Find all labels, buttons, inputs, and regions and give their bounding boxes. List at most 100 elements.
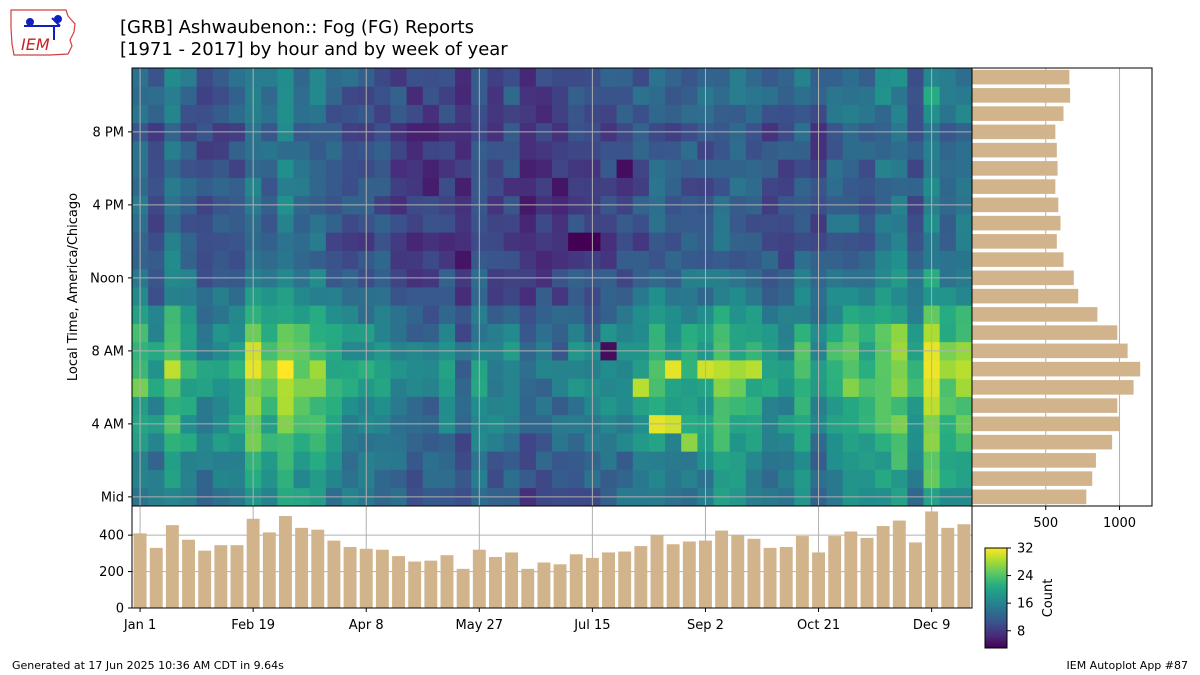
heatmap-cell [794, 177, 811, 197]
heatmap-cell [422, 360, 440, 379]
week-bar [198, 550, 212, 609]
heatmap-cell [907, 323, 924, 343]
heatmap-cell [261, 323, 278, 343]
heatmap-cell [891, 433, 908, 452]
heatmap-cell [374, 378, 391, 397]
heatmap-cell [438, 469, 456, 489]
heatmap-cell [519, 250, 537, 270]
heatmap-cells [132, 68, 973, 507]
heatmap-cell [164, 451, 181, 470]
heatmap-cell [390, 159, 408, 178]
heatmap-cell [438, 360, 456, 379]
heatmap-cell [261, 159, 278, 178]
heatmap-cell [309, 360, 327, 379]
heatmap-cell [858, 86, 876, 105]
heatmap-cell [826, 378, 844, 397]
heatmap-cell [487, 287, 504, 306]
heatmap-cell [503, 250, 521, 270]
heatmap-cell [374, 451, 391, 470]
heatmap-cell [212, 323, 230, 343]
heatmap-cell [568, 68, 585, 87]
heatmap-cell [196, 86, 214, 105]
heatmap-cell [293, 378, 311, 397]
heatmap-cell [164, 141, 181, 160]
heatmap-cell [455, 378, 472, 397]
heatmap-cell [406, 68, 424, 87]
heatmap-cell [342, 232, 359, 251]
hour-bar [972, 69, 1070, 85]
iem-logo: IEM [10, 9, 76, 56]
hour-bar [972, 215, 1061, 231]
heatmap-cell [293, 469, 311, 489]
heatmap-cell [568, 159, 585, 178]
week-bar [876, 526, 890, 608]
heatmap-cell [277, 214, 294, 233]
heatmap-cell [552, 287, 569, 306]
heatmap-cell [455, 68, 472, 87]
heatmap-cell [762, 378, 779, 397]
heatmap-cell [422, 86, 440, 105]
heatmap-cell [342, 378, 359, 397]
heatmap-cell [277, 396, 294, 416]
heatmap-cell [826, 360, 844, 379]
heatmap-cell [568, 433, 585, 452]
heatmap-cell [826, 159, 844, 178]
heatmap-cell [632, 378, 650, 397]
heatmap-cell [552, 433, 569, 452]
heatmap-cell [600, 86, 618, 105]
heatmap-cell [600, 433, 618, 452]
week-bar [828, 536, 842, 608]
heatmap-cell [438, 141, 456, 160]
weather-station-icon [24, 15, 62, 40]
heatmap-cell [519, 159, 537, 178]
heatmap-cell [552, 469, 569, 489]
heatmap-cell [665, 214, 682, 233]
heatmap-cell [858, 451, 876, 470]
heatmap-cell [519, 469, 537, 489]
heatmap-cell [261, 378, 278, 397]
heatmap-cell [681, 86, 698, 105]
week-bar [165, 525, 179, 609]
week-bar [569, 554, 583, 608]
heatmap-cell [891, 159, 908, 178]
heatmap-cell [374, 305, 391, 324]
heatmap-cell [713, 287, 731, 306]
heatmap-cell [293, 287, 311, 306]
heatmap-cell [406, 177, 424, 197]
heatmap-cell [552, 451, 569, 470]
heatmap-cell [196, 104, 214, 124]
heatmap-cell [228, 177, 246, 197]
heatmap-cell [955, 141, 973, 160]
hour-bar [972, 197, 1059, 213]
heatmap-cell [309, 141, 327, 160]
heatmap-cell [535, 232, 553, 251]
heatmap-cell [939, 433, 957, 452]
heatmap-cell [891, 323, 908, 343]
heatmap-cell [600, 141, 618, 160]
heatmap-cell [519, 86, 537, 105]
heatmap-cell [616, 250, 634, 270]
heatmap-cell [600, 287, 618, 306]
heatmap-cell [503, 378, 521, 397]
heatmap-cell [342, 396, 359, 416]
heatmap-cell [503, 177, 521, 197]
heatmap-cell [762, 86, 779, 105]
heatmap-cell [325, 305, 343, 324]
heatmap-cell [438, 104, 456, 124]
heatmap-cell [842, 250, 860, 270]
heatmap-cell [632, 68, 650, 87]
heatmap-cell [745, 159, 763, 178]
heatmap-cell [681, 378, 698, 397]
heatmap-cell [535, 287, 553, 306]
week-bar [456, 568, 470, 608]
heatmap-cell [939, 451, 957, 470]
heatmap-cell [778, 469, 795, 489]
heatmap-cell [794, 451, 811, 470]
week-bar [957, 524, 971, 608]
heatmap-cell [568, 305, 585, 324]
heatmap-cell [665, 250, 682, 270]
week-bar [795, 536, 809, 608]
heatmap-cell [164, 214, 181, 233]
heatmap-cell [293, 232, 311, 251]
heatmap-y-axis: Mid 4 AM 8 AM Noon 4 PM 8 PM [90, 125, 132, 505]
